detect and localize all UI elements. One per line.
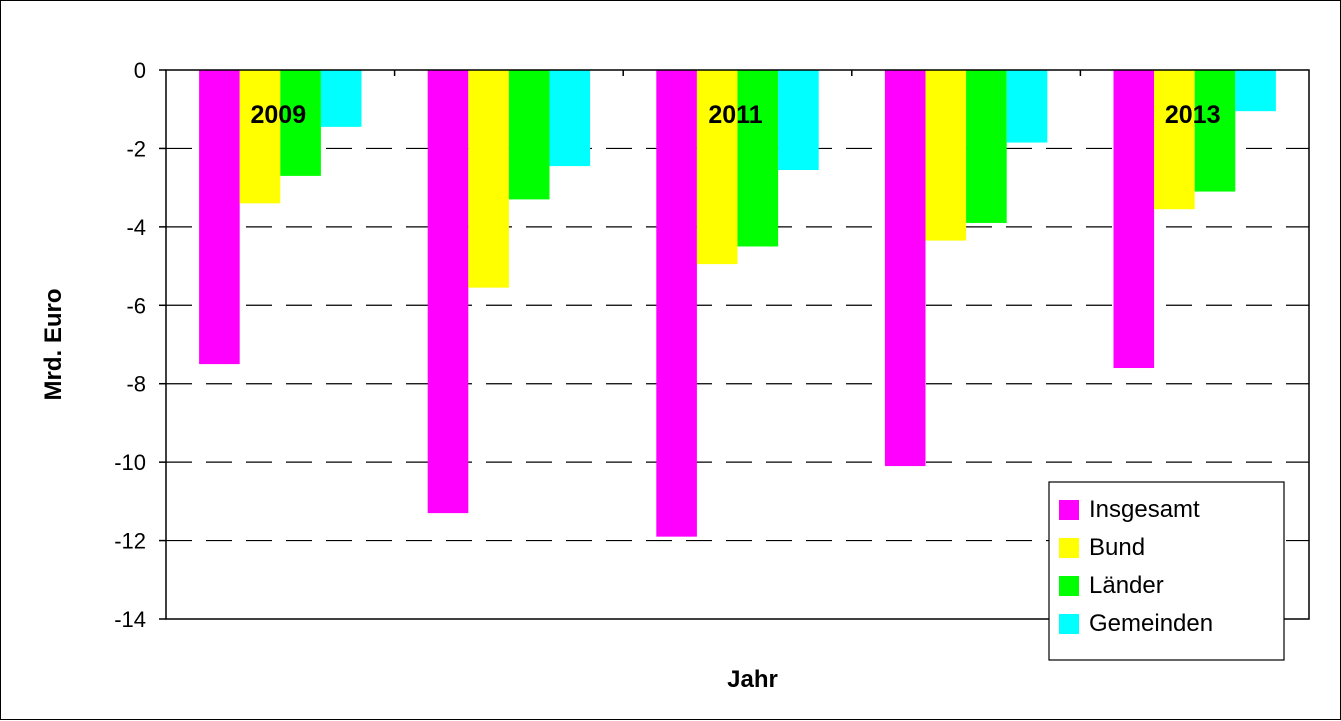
bar-länder-2012: [966, 70, 1007, 223]
bar-insgesamt-2010: [427, 70, 469, 514]
bar-bund-2012: [925, 70, 967, 241]
plot-area: [165, 69, 1310, 620]
bar-insgesamt-2013: [1113, 70, 1155, 369]
bar-gemeinden-2012: [1006, 70, 1048, 143]
bar-insgesamt-2012: [884, 70, 926, 467]
legend-entry: Insgesamt: [1089, 496, 1200, 523]
bar-gemeinden-2009: [320, 70, 362, 127]
y-tick-label: -14: [114, 607, 146, 632]
legend-swatch: [1059, 614, 1079, 634]
y-axis-title: Mrd. Euro: [40, 289, 67, 401]
legend-swatch: [1059, 576, 1079, 596]
y-tick-label: -12: [114, 529, 146, 554]
y-tick-label: -6: [126, 293, 146, 318]
bar-länder-2010: [508, 70, 550, 200]
legend-box: [1048, 481, 1285, 661]
bar-gemeinden-2010: [549, 70, 591, 167]
legend-entry: Gemeinden: [1089, 610, 1213, 637]
bar-insgesamt-2009: [199, 70, 240, 365]
x-axis-title: Jahr: [727, 666, 778, 693]
y-tick-label: -10: [114, 450, 146, 475]
legend-entry: Bund: [1089, 534, 1145, 561]
legend: Insgesamt Bund Länder Gemeinden: [1048, 481, 1285, 661]
bar-gemeinden-2013: [1235, 70, 1276, 112]
category-label: 2013: [1165, 101, 1221, 129]
bar-bund-2010: [468, 70, 509, 288]
category-labels: 2009 2011 2013: [250, 101, 1220, 129]
bar-bund-2013: [1154, 70, 1195, 210]
category-label: 2011: [708, 101, 762, 129]
bar-bund-2011: [696, 70, 738, 265]
y-tick-label: -4: [126, 215, 146, 240]
bar-gemeinden-2011: [778, 70, 819, 170]
bar-insgesamt-2011: [656, 70, 697, 537]
bars: [199, 70, 1276, 537]
y-tick-label: -2: [126, 136, 146, 161]
legend-swatch: [1059, 538, 1079, 558]
y-tick-label: 0: [134, 58, 146, 83]
y-axis: 0 -2 -4 -6 -8 -10 -12 -14: [114, 58, 1082, 632]
bar-bund-2009: [239, 70, 281, 204]
y-tick-label: -8: [126, 372, 146, 397]
bar-länder-2009: [280, 70, 321, 176]
category-label: 2009: [250, 101, 306, 129]
legend-swatch: [1059, 500, 1079, 520]
legend-entry: Länder: [1089, 572, 1164, 599]
bar-länder-2011: [737, 70, 779, 247]
bar-länder-2013: [1194, 70, 1236, 192]
